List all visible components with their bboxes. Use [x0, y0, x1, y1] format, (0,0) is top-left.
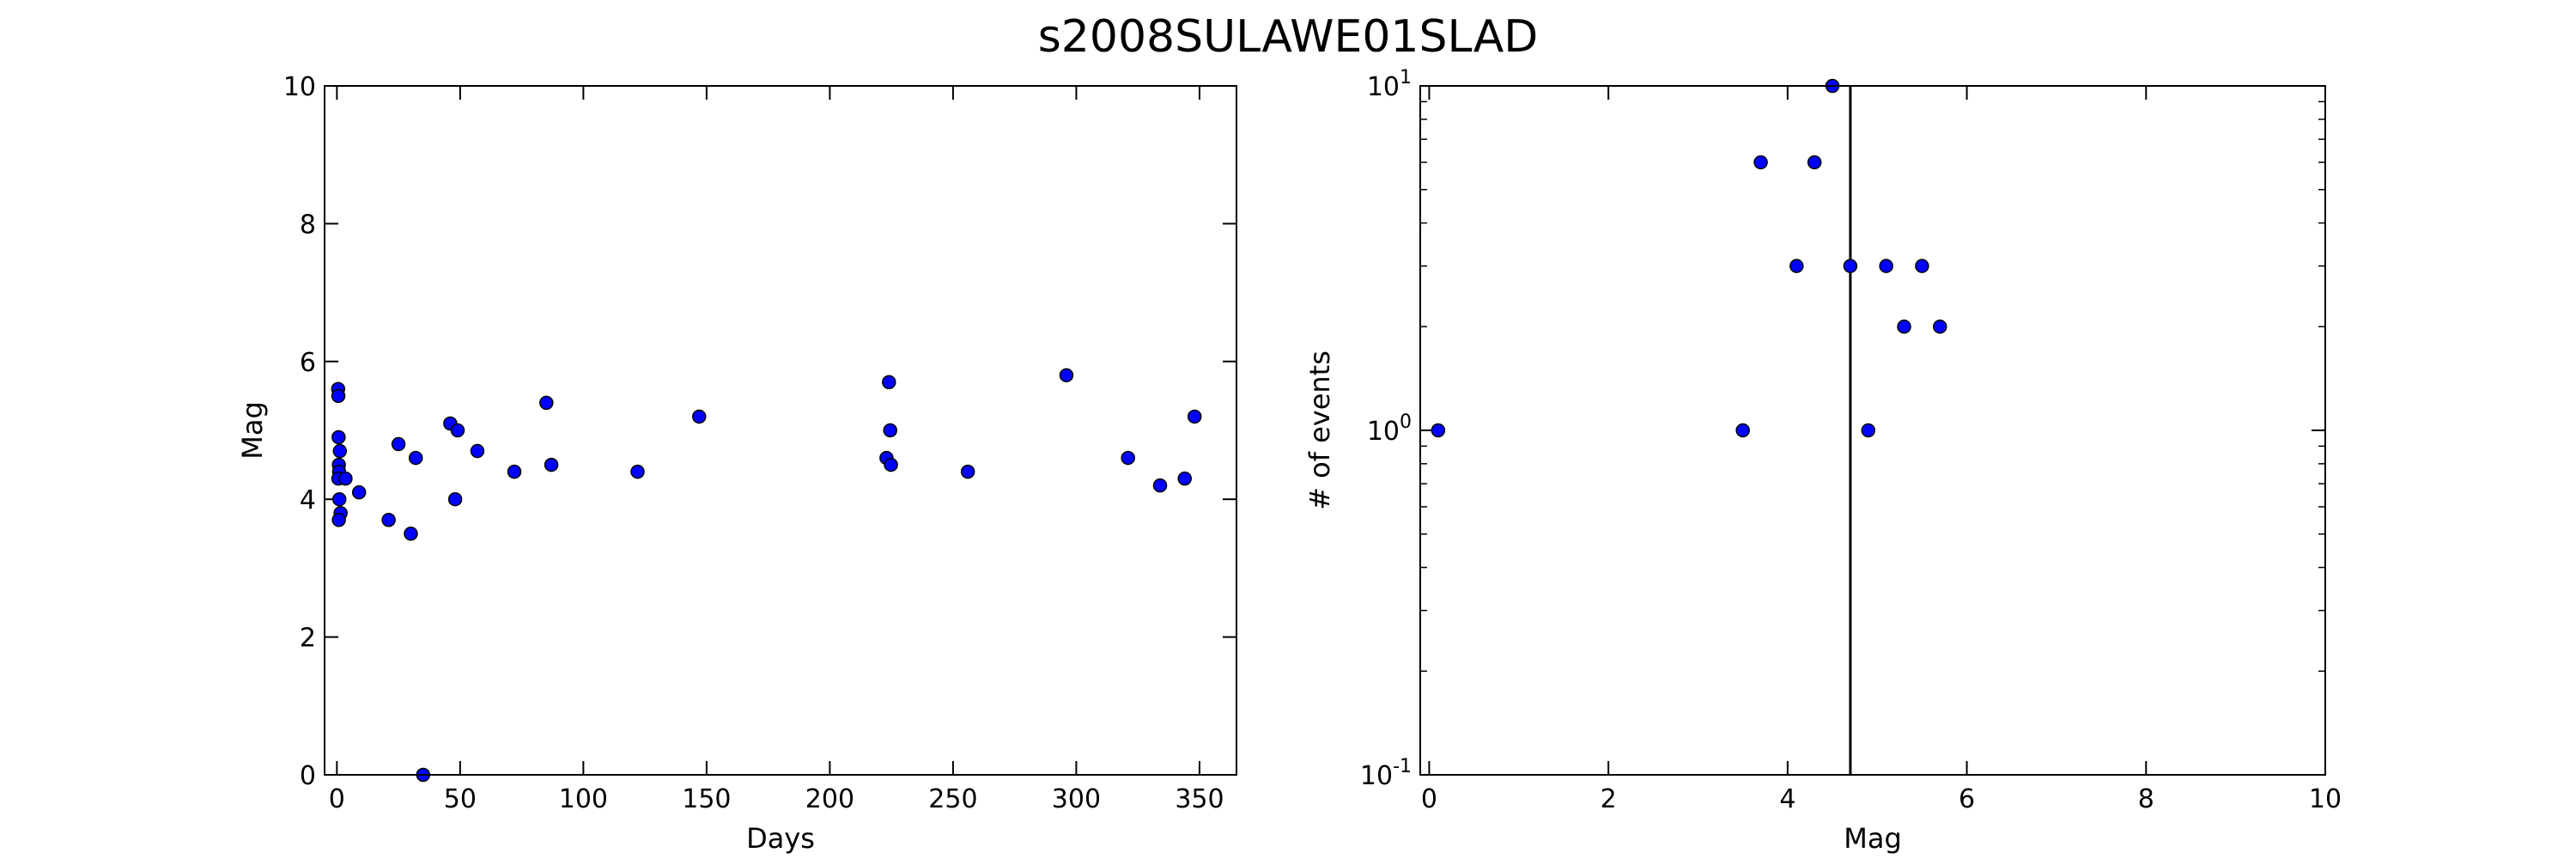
y-tick-label: 10-1 [1360, 756, 1412, 791]
data-point [507, 464, 522, 479]
x-tick-label: 6 [1959, 784, 1975, 814]
days-plot-frame [324, 85, 1237, 776]
events-plot-xlabel: Mag [1844, 822, 1902, 855]
data-point [332, 443, 348, 459]
y-tick-label: 4 [300, 485, 316, 515]
x-tick-label: 50 [444, 784, 477, 814]
y-tick-label: 100 [1367, 411, 1412, 447]
data-point [1915, 259, 1929, 273]
data-point [1843, 259, 1858, 273]
data-point [1789, 259, 1804, 273]
days-plot-ylabel: Mag [236, 401, 269, 460]
y-tick-label: 6 [300, 348, 316, 378]
data-point [544, 457, 559, 472]
data-point [331, 491, 347, 507]
data-point [331, 388, 346, 404]
data-point [381, 513, 396, 527]
data-point [470, 443, 485, 459]
events-plot-ylabel: # of events [1303, 350, 1336, 510]
x-tick-label: 300 [1052, 784, 1101, 814]
x-tick-label: 200 [805, 784, 854, 814]
data-point [1187, 409, 1202, 424]
data-point [1897, 320, 1911, 334]
data-point [447, 491, 463, 507]
data-point [1735, 423, 1750, 438]
x-tick-label: 350 [1175, 784, 1224, 814]
data-point [1177, 471, 1192, 486]
data-point [1933, 320, 1947, 334]
x-tick-label: 0 [1421, 784, 1437, 814]
events-vs-mag-plot: 0 2 4 6 8 10 10-1 100 101 Mag # of events [1303, 67, 2342, 855]
data-point [692, 409, 707, 424]
events-plot-marks: 0 2 4 6 8 10 10-1 100 101 [1360, 67, 2342, 814]
x-tick-label: 4 [1779, 784, 1795, 814]
data-point [960, 464, 975, 479]
data-point [450, 423, 465, 438]
data-point [338, 471, 353, 486]
figure-title: s2008SULAWE01SLAD [1038, 11, 1539, 63]
mag-vs-days-plot: 0 50 100 150 200 250 300 350 0 2 4 6 8 10 Days Mag [236, 72, 1237, 855]
data-point [630, 464, 645, 479]
data-point [884, 457, 898, 472]
data-point [1431, 423, 1446, 438]
x-tick-label: 150 [682, 784, 731, 814]
days-plot-xlabel: Days [746, 822, 815, 855]
data-point [1807, 155, 1822, 170]
x-tick-label: 0 [329, 784, 345, 814]
data-point [391, 436, 406, 452]
data-point [404, 527, 418, 541]
x-tick-label: 8 [2138, 784, 2154, 814]
data-point [351, 484, 367, 500]
days-plot-marks: 0 50 100 150 200 250 300 350 0 2 4 6 8 10 [283, 72, 1236, 814]
data-point [1152, 478, 1168, 493]
data-point [882, 375, 896, 390]
events-plot-frame [1419, 85, 2326, 776]
data-point [1059, 368, 1074, 383]
y-tick-label: 8 [300, 210, 316, 240]
x-tick-label: 100 [559, 784, 608, 814]
y-tick-label: 101 [1367, 67, 1412, 102]
data-point [1121, 450, 1135, 466]
y-tick-label: 10 [283, 72, 316, 102]
data-point [331, 430, 346, 445]
data-point [883, 423, 897, 438]
data-point [331, 513, 346, 527]
data-point [1753, 155, 1768, 170]
data-point [1861, 423, 1876, 438]
x-tick-label: 10 [2309, 784, 2342, 814]
x-tick-label: 250 [928, 784, 977, 814]
data-point [1879, 259, 1893, 273]
data-point [539, 395, 554, 411]
x-tick-label: 2 [1601, 784, 1617, 814]
y-tick-label: 2 [300, 624, 316, 654]
data-point [408, 450, 423, 466]
y-tick-label: 0 [300, 761, 316, 791]
